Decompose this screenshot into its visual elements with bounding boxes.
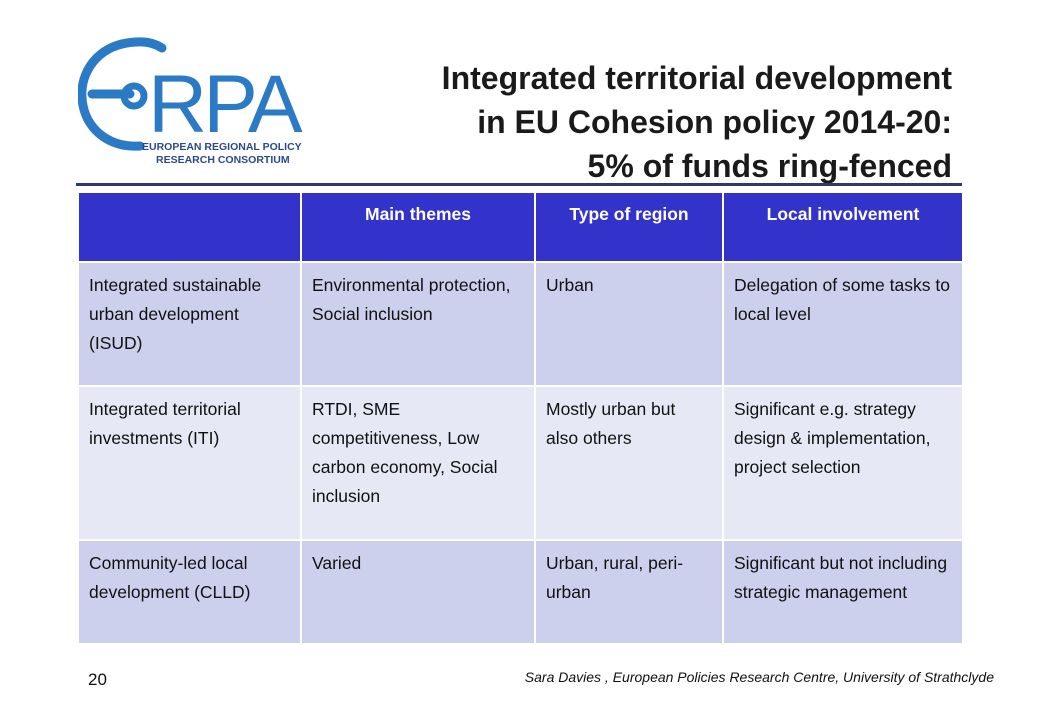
header-local-involvement: Local involvement [722,191,964,263]
table-row: Integrated territorial investments (ITI)… [77,385,964,541]
cell-local-involvement: Delegation of some tasks to local level [722,261,964,387]
title-line-2: in EU Cohesion policy 2014-20: [477,104,952,140]
logo-wordmark: RPA [148,59,303,150]
cell-type-of-region: Urban [534,261,724,387]
comparison-table: Main themes Type of region Local involve… [77,191,964,645]
header-type-of-region: Type of region [534,191,724,263]
header-cell-empty [77,191,302,263]
source-credit: Sara Davies , European Policies Research… [524,669,994,685]
slide-title: Integrated territorial development in EU… [442,56,952,188]
row-label: Integrated sustainable urban development… [77,261,302,387]
page-number: 20 [88,670,107,689]
header-main-themes: Main themes [300,191,536,263]
cell-main-themes: RTDI, SME competitiveness, Low carbon ec… [300,385,536,541]
eorpa-logo-graphic: RPA EUROPEAN REGIONAL POLICY RESEARCH CO… [78,37,307,166]
title-line-1: Integrated territorial development [441,60,952,96]
table-header-row: Main themes Type of region Local involve… [77,191,964,263]
logo-tagline-line1: EUROPEAN REGIONAL POLICY [142,141,302,153]
logo-tagline-line2: RESEARCH CONSORTIUM [156,154,290,166]
cell-type-of-region: Mostly urban but also others [534,385,724,541]
cell-main-themes: Environmental protection, Social inclusi… [300,261,536,387]
row-label: Community-led local development (CLLD) [77,539,302,645]
cell-local-involvement: Significant but not including strategic … [722,539,964,645]
title-divider [76,183,962,186]
table-row: Community-led local development (CLLD) V… [77,539,964,645]
cell-type-of-region: Urban, rural, peri-urban [534,539,724,645]
title-line-3: 5% of funds ring-fenced [587,148,952,184]
table-row: Integrated sustainable urban development… [77,261,964,387]
cell-main-themes: Varied [300,539,536,645]
eorpa-logo: RPA EUROPEAN REGIONAL POLICY RESEARCH CO… [78,32,328,172]
cell-local-involvement: Significant e.g. strategy design & imple… [722,385,964,541]
row-label: Integrated territorial investments (ITI) [77,385,302,541]
